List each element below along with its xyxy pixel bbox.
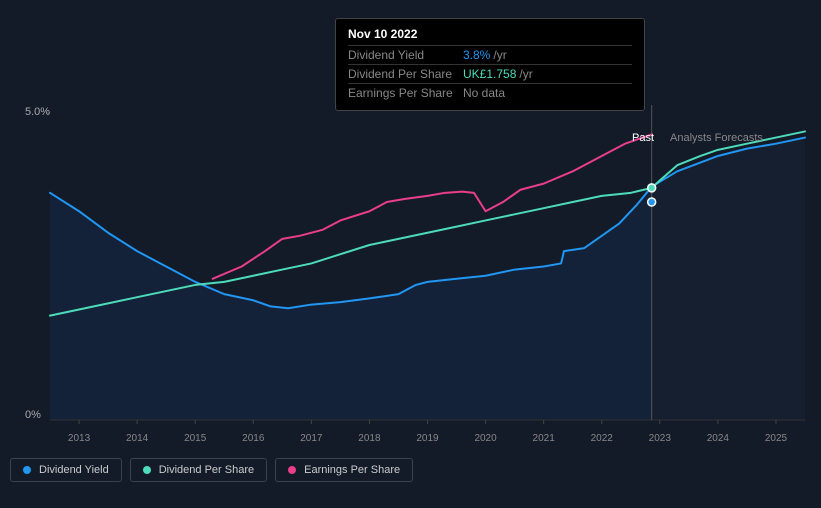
x-tick-label: 2025 — [765, 433, 787, 444]
legend-label: Earnings Per Share — [304, 464, 400, 476]
x-tick-label: 2024 — [707, 433, 729, 444]
legend-dot-icon — [23, 466, 31, 474]
x-tick-label: 2017 — [300, 433, 322, 444]
y-axis-max-label: 5.0% — [25, 106, 50, 118]
tooltip-key: Dividend Yield — [348, 48, 463, 62]
tooltip-row: Dividend Yield3.8%/yr — [348, 45, 632, 64]
chart-legend: Dividend Yield Dividend Per Share Earnings… — [10, 458, 413, 482]
x-tick-label: 2016 — [242, 433, 264, 444]
x-tick-label: 2015 — [184, 433, 206, 444]
x-tick-label: 2013 — [68, 433, 90, 444]
dividend-chart: Nov 10 2022 Dividend Yield3.8%/yrDividen… — [10, 10, 810, 450]
x-tick-label: 2018 — [358, 433, 380, 444]
x-tick-label: 2019 — [416, 433, 438, 444]
x-tick-label: 2020 — [474, 433, 496, 444]
x-tick-label: 2022 — [591, 433, 613, 444]
x-tick-label: 2023 — [649, 433, 671, 444]
tooltip-key: Dividend Per Share — [348, 67, 463, 81]
legend-label: Dividend Yield — [39, 464, 109, 476]
tooltip-unit: /yr — [493, 48, 506, 62]
tooltip-row: Dividend Per ShareUK£1.758/yr — [348, 64, 632, 83]
tooltip-key: Earnings Per Share — [348, 86, 463, 100]
forecast-region-label: Analysts Forecasts — [670, 132, 763, 144]
x-tick-label: 2014 — [126, 433, 148, 444]
tooltip-row: Earnings Per ShareNo data — [348, 83, 632, 102]
legend-item-earnings-per-share[interactable]: Earnings Per Share — [275, 458, 413, 482]
legend-dot-icon — [143, 466, 151, 474]
tooltip-unit: /yr — [519, 67, 532, 81]
legend-label: Dividend Per Share — [159, 464, 254, 476]
tooltip-date: Nov 10 2022 — [348, 27, 632, 41]
tooltip-value: 3.8% — [463, 48, 490, 62]
past-region-label: Past — [632, 132, 654, 144]
chart-tooltip: Nov 10 2022 Dividend Yield3.8%/yrDividen… — [335, 18, 645, 111]
legend-item-dividend-per-share[interactable]: Dividend Per Share — [130, 458, 267, 482]
legend-item-dividend-yield[interactable]: Dividend Yield — [10, 458, 122, 482]
legend-dot-icon — [288, 466, 296, 474]
tooltip-value: No data — [463, 86, 505, 100]
y-axis-min-label: 0% — [25, 409, 41, 421]
tooltip-value: UK£1.758 — [463, 67, 516, 81]
x-tick-label: 2021 — [533, 433, 555, 444]
